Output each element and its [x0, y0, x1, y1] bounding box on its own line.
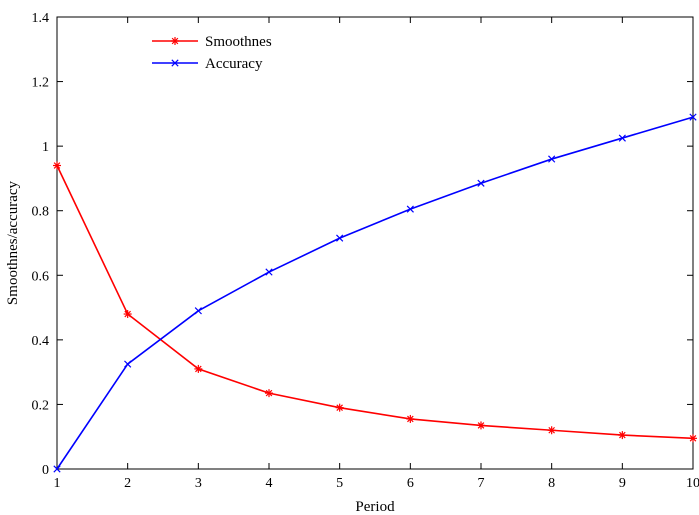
x-tick-label: 10	[686, 476, 699, 491]
x-tick-label: 2	[124, 476, 131, 491]
x-tick-label: 5	[336, 476, 343, 491]
data-point-accuracy	[548, 155, 556, 163]
series-line-smoothnes	[56, 165, 694, 440]
data-point-accuracy	[336, 234, 344, 242]
y-tick-label: 0.2	[32, 398, 50, 413]
y-tick-label: 1.4	[32, 11, 50, 26]
x-tick-label: 1	[54, 476, 61, 491]
data-point-smoothnes	[335, 403, 344, 412]
x-axis-title: Period	[355, 499, 395, 515]
legend-label-accuracy: Accuracy	[205, 56, 263, 72]
x-tick-label: 8	[548, 476, 555, 491]
data-point-accuracy	[689, 113, 697, 121]
y-tick-label: 1.2	[32, 76, 50, 91]
data-point-smoothnes	[547, 426, 556, 435]
x-tick-label: 4	[266, 476, 273, 491]
y-tick-label: 0.4	[32, 334, 50, 349]
y-tick-label: 0	[42, 463, 49, 478]
data-point-accuracy	[53, 465, 61, 473]
data-point-smoothnes	[194, 364, 203, 373]
plot-area	[56, 16, 694, 470]
data-point-smoothnes	[53, 161, 61, 170]
data-point-smoothnes	[265, 389, 273, 398]
data-point-smoothnes	[618, 431, 627, 440]
x-tick-label: 6	[407, 476, 414, 491]
series-layer	[53, 113, 697, 473]
data-point-smoothnes	[406, 414, 415, 423]
data-point-accuracy	[124, 360, 132, 368]
data-point-smoothnes	[123, 310, 132, 319]
data-point-accuracy	[194, 307, 202, 315]
legend: Smoothnes Accuracy	[152, 34, 272, 72]
data-point-accuracy	[618, 134, 626, 142]
data-point-smoothnes	[477, 421, 485, 430]
x-tick-label: 9	[619, 476, 626, 491]
legend-marker-accuracy	[171, 59, 179, 67]
data-point-smoothnes	[689, 434, 697, 443]
y-tick-label: 0.8	[32, 205, 50, 220]
data-point-accuracy	[265, 268, 273, 276]
data-point-accuracy	[477, 179, 485, 187]
legend-label-smoothnes: Smoothnes	[205, 34, 272, 50]
series-line-accuracy	[56, 116, 694, 470]
x-tick-label: 3	[195, 476, 202, 491]
data-point-accuracy	[406, 205, 414, 213]
legend-marker-smoothnes	[171, 37, 179, 45]
x-tick-label: 7	[478, 476, 485, 491]
axis-ticks: 1 2 3 4 5 6 7 8 9 10 0 0.2 0.4 0.6 0.8 1 1.2 1.4	[32, 11, 699, 491]
y-axis-title: Smoothnes/accuracy	[5, 180, 21, 305]
y-tick-label: 1	[42, 140, 49, 155]
y-tick-label: 0.6	[32, 269, 50, 284]
